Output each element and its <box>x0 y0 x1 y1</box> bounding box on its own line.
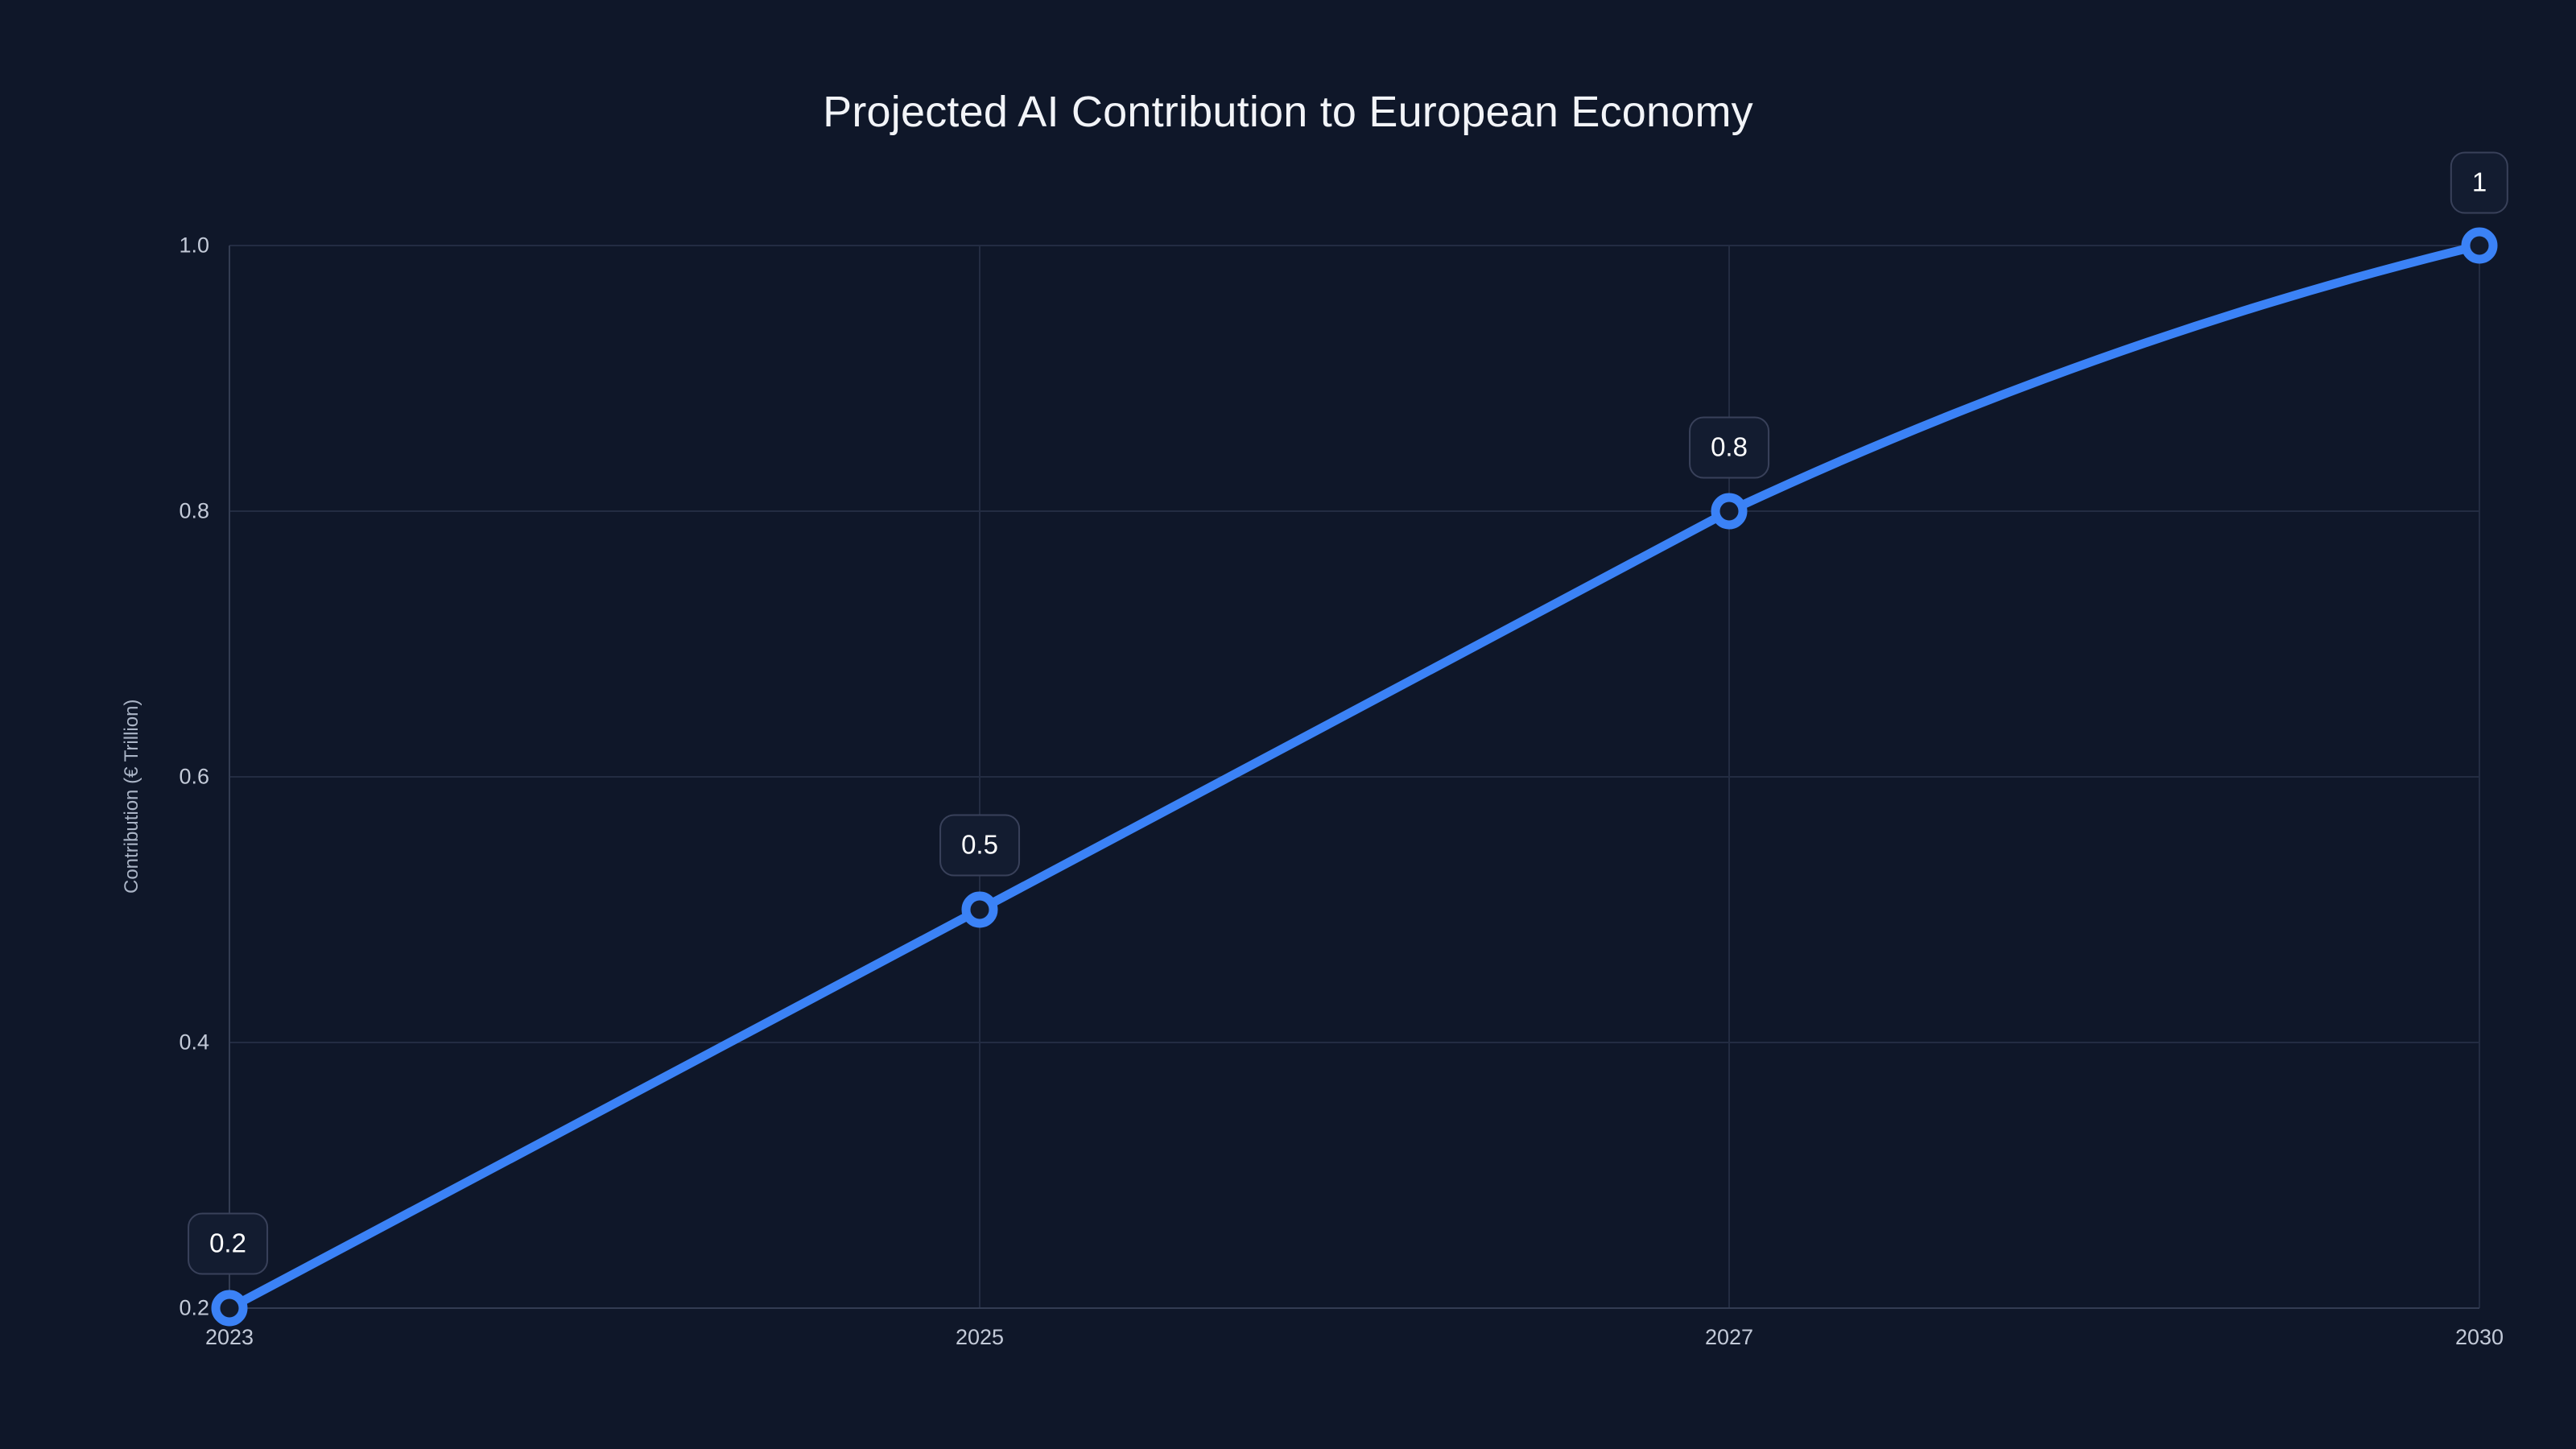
y-tick-label-0.4: 0.4 <box>179 1030 209 1055</box>
x-tick-label-2027: 2027 <box>1704 1325 1754 1349</box>
data-label-badge-2027: 0.8 <box>1689 416 1769 479</box>
x-tick-label-2025: 2025 <box>955 1325 1005 1349</box>
data-label-badge-2025: 0.5 <box>939 814 1020 877</box>
y-tick-label-0.8: 0.8 <box>179 498 209 523</box>
data-line-contribution <box>225 241 2484 1313</box>
y-tick-label-0.6: 0.6 <box>179 764 209 789</box>
x-tick-label-2023: 2023 <box>204 1325 254 1349</box>
x-tick-label-2030: 2030 <box>2454 1325 2504 1349</box>
data-point-2030[interactable] <box>2461 227 2498 264</box>
data-point-2023[interactable] <box>211 1290 248 1327</box>
data-point-markers <box>211 227 2498 1327</box>
data-point-2027[interactable] <box>1711 493 1748 530</box>
horizontal-gridlines <box>229 245 2479 1043</box>
chart-title: Projected AI Contribution to European Ec… <box>823 88 1753 136</box>
y-tick-label-1.0: 1.0 <box>179 233 209 258</box>
data-label-badge-2030: 1 <box>2450 151 2509 214</box>
data-point-2025[interactable] <box>961 891 998 928</box>
data-label-badge-2023: 0.2 <box>188 1212 268 1275</box>
y-tick-label-0.2: 0.2 <box>179 1295 209 1320</box>
